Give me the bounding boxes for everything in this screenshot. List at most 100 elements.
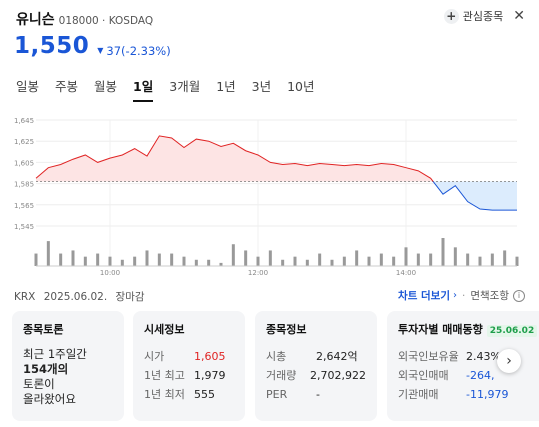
volume-bar (244, 250, 248, 266)
trade-date: 2025.06.02. (43, 291, 108, 303)
y-tick-label: 1,605 (14, 159, 34, 167)
volume-bar (293, 256, 297, 266)
volume-bar (71, 250, 75, 266)
watchlist-button[interactable]: + 관심종목 ✕ (443, 8, 525, 24)
value: -264, (466, 369, 495, 382)
x-tick-label: 12:00 (248, 269, 268, 277)
volume-bar (330, 259, 334, 266)
year-high-row: 1년 최고 1,979 (144, 366, 234, 385)
label: 거래량 (266, 369, 297, 382)
volume-bar (170, 253, 174, 266)
period-tabs: 일봉 주봉 월봉 1일 3개월 1년 3년 10년 (16, 76, 331, 102)
volume-bar (466, 253, 470, 266)
stock-code: 018000 · KOSDAQ (58, 15, 154, 27)
volume-bar (342, 256, 346, 266)
info-icon[interactable]: i (513, 289, 525, 302)
down-arrow-icon: ▼ (97, 46, 104, 55)
discussion-line: 최근 1주일간 (23, 347, 87, 361)
tab-10years[interactable]: 10년 (287, 79, 315, 94)
tab-3years[interactable]: 3년 (251, 79, 272, 94)
investor-trend-title: 투자자별 매매동향 25.06.02 (398, 321, 539, 337)
volume-bar (515, 256, 519, 266)
volume-bar (281, 259, 285, 266)
volume-bar (120, 259, 124, 266)
label: PER (266, 388, 288, 401)
tab-3months[interactable]: 3개월 (169, 79, 201, 94)
open-price-row: 시가 1,605 (144, 347, 234, 366)
discussion-line: 올라왔어요 (23, 392, 76, 406)
current-price: 1,550 (14, 33, 90, 59)
price-line-up (35, 135, 434, 182)
y-tick-label: 1,645 (14, 117, 34, 125)
chart-more-link[interactable]: 차트 더보기 (398, 290, 451, 302)
volume-row: 거래량 2,702,922 (266, 366, 366, 385)
market-status: KRX 2025.06.02. 장마감 (14, 289, 150, 304)
market-info-card[interactable]: 시세정보 시가 1,605 1년 최고 1,979 1년 최저 555 (133, 311, 245, 421)
watchlist-label: 관심종목 (462, 10, 504, 23)
volume-bar (503, 250, 507, 266)
tab-daily[interactable]: 일봉 (16, 79, 40, 94)
market-info-title: 시세정보 (144, 323, 185, 336)
value: 2,642억 (316, 350, 358, 363)
volume-bar (207, 259, 211, 266)
volume-bar (392, 256, 396, 266)
stock-info-title: 종목정보 (266, 323, 307, 336)
volume-bar (34, 253, 38, 266)
tab-weekly[interactable]: 주봉 (55, 79, 79, 94)
volume-bar (157, 253, 161, 266)
divider: · (462, 289, 466, 302)
per-row: PER - (266, 385, 366, 404)
volume-bar (83, 256, 87, 266)
volume-bar (453, 247, 457, 266)
close-icon[interactable]: ✕ (513, 8, 525, 24)
tab-1day[interactable]: 1일 (133, 76, 154, 102)
disclaimer-link[interactable]: 면책조항 (470, 290, 509, 302)
institution-trade-row: 기관매매 -11,979 (398, 385, 539, 404)
investor-trend-label: 투자자별 매매동향 (398, 323, 483, 336)
investor-trend-card[interactable]: 투자자별 매매동향 25.06.02 외국인보유율 2.43% 외국인매매 -264,… (387, 311, 539, 421)
down-area (433, 181, 517, 211)
stock-info-card[interactable]: 종목정보 시총 2,642억 거래량 2,702,922 PER - (255, 311, 377, 421)
year-low-row: 1년 최저 555 (144, 385, 234, 404)
volume-bar (46, 241, 50, 266)
volume-bar (182, 256, 186, 266)
volume-bar (404, 247, 408, 266)
foreign-trade-row: 외국인매매 -264, (398, 366, 539, 385)
volume-bar (318, 253, 322, 266)
value: 2.43% (466, 350, 501, 363)
volume-bar (194, 259, 198, 266)
volume-bar (416, 253, 420, 266)
volume-bar (441, 238, 445, 266)
volume-bar (367, 256, 371, 266)
date-badge: 25.06.02 (486, 325, 538, 337)
discussion-summary: 최근 1주일간 154개의 토론이 올라왔어요 (23, 347, 113, 407)
volume-bar (490, 253, 494, 266)
label: 1년 최고 (144, 369, 185, 382)
label: 시총 (266, 350, 287, 363)
x-tick-label: 14:00 (396, 269, 416, 277)
volume-bar (231, 244, 235, 266)
volume-bar (429, 253, 433, 266)
value: -11,979 (466, 388, 509, 401)
tab-monthly[interactable]: 월봉 (94, 79, 118, 94)
foreign-ownership-row: 외국인보유율 2.43% (398, 347, 539, 366)
discussion-card-title: 종목토론 (23, 323, 64, 336)
label: 시가 (144, 350, 165, 363)
stock-name: 유니슨 (16, 12, 55, 28)
x-tick-label: 10:00 (100, 269, 120, 277)
label: 1년 최저 (144, 388, 185, 401)
price-row: 1,550 ▼ 37(-2.33%) (14, 33, 171, 59)
chart-links: 차트 더보기 › · 면책조항 i (398, 288, 525, 303)
volume-bar (268, 250, 272, 266)
discussion-card[interactable]: 종목토론 최근 1주일간 154개의 토론이 올라왔어요 (12, 311, 124, 421)
value: 555 (194, 388, 215, 401)
value: - (316, 388, 320, 401)
volume-bar (305, 259, 309, 266)
intraday-chart[interactable]: 1,645 1,625 1,605 1,585 1,565 1,545 10:00 12:00… (0, 108, 539, 283)
chevron-right-icon: › (506, 353, 512, 369)
tab-1year[interactable]: 1년 (216, 79, 236, 94)
price-change: ▼ 37(-2.33%) (97, 44, 170, 58)
next-card-button[interactable]: › (497, 349, 521, 373)
volume-bar (108, 256, 112, 266)
stock-header: 유니슨 018000 · KOSDAQ (16, 9, 153, 29)
